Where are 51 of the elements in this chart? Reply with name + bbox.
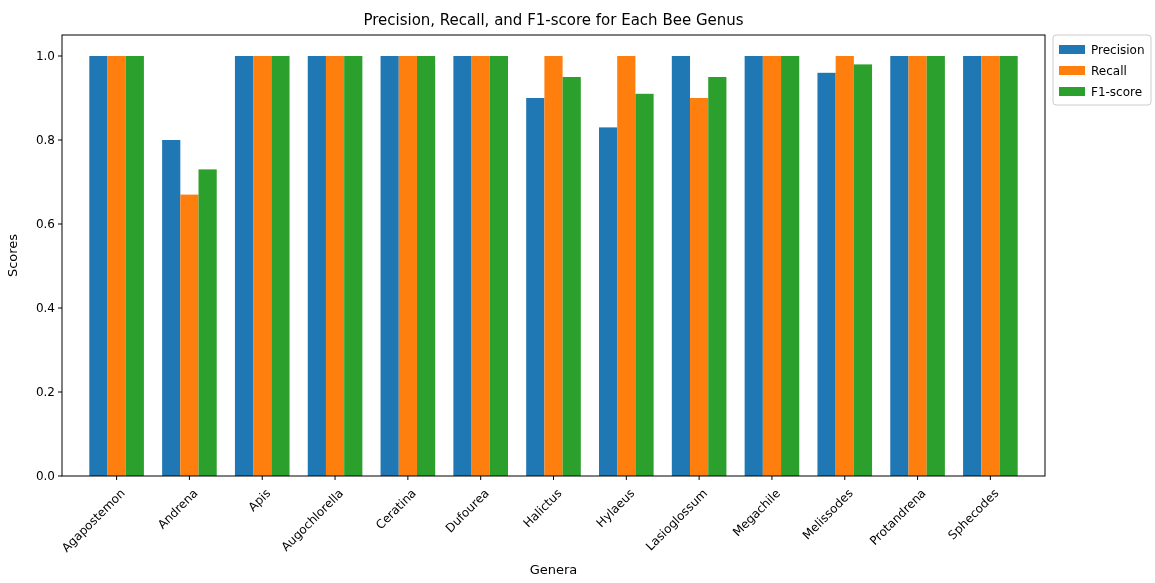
bar — [781, 56, 800, 476]
bar — [890, 56, 909, 476]
bar — [908, 56, 927, 476]
bar — [180, 194, 199, 476]
bar — [599, 127, 618, 476]
bar — [562, 77, 581, 476]
bar — [253, 56, 272, 476]
y-tick-label: 0.6 — [35, 216, 55, 231]
bar — [690, 98, 709, 476]
bar — [416, 56, 436, 476]
bar — [162, 140, 181, 476]
y-tick-label: 0.0 — [35, 468, 55, 483]
bar — [89, 56, 108, 476]
bar — [453, 56, 472, 476]
bar — [198, 169, 217, 476]
bar — [671, 56, 691, 476]
bar — [635, 93, 654, 476]
bar — [526, 98, 545, 476]
legend-label: Precision — [1091, 43, 1145, 58]
bar — [398, 56, 417, 476]
legend-label: Recall — [1091, 64, 1127, 79]
bar — [489, 56, 508, 476]
bar — [307, 56, 326, 476]
y-axis-title: Scores — [5, 233, 20, 278]
bar — [817, 72, 836, 476]
bar — [708, 77, 727, 476]
bar — [835, 56, 854, 476]
bar — [344, 56, 363, 476]
legend-label: F1-score — [1091, 85, 1143, 100]
bar — [762, 56, 782, 476]
y-tick-label: 0.4 — [35, 300, 55, 315]
bar — [999, 56, 1018, 476]
bar — [125, 56, 144, 476]
bar — [617, 56, 636, 476]
y-tick-label: 0.8 — [35, 132, 55, 147]
y-tick-label: 1.0 — [35, 48, 55, 63]
bar — [471, 56, 490, 476]
bar — [981, 56, 1000, 476]
bar — [234, 56, 254, 476]
bar — [325, 56, 345, 476]
bar — [853, 64, 873, 476]
x-axis-title: Genera — [529, 562, 578, 577]
bar — [963, 56, 982, 476]
bar — [107, 56, 126, 476]
bar — [271, 56, 290, 476]
chart-title: Precision, Recall, and F1-score for Each Bee Genus — [363, 11, 744, 29]
bar — [544, 56, 563, 476]
y-tick-label: 0.2 — [35, 384, 55, 399]
bar — [926, 56, 945, 476]
bar — [744, 56, 763, 476]
bar — [380, 56, 399, 476]
